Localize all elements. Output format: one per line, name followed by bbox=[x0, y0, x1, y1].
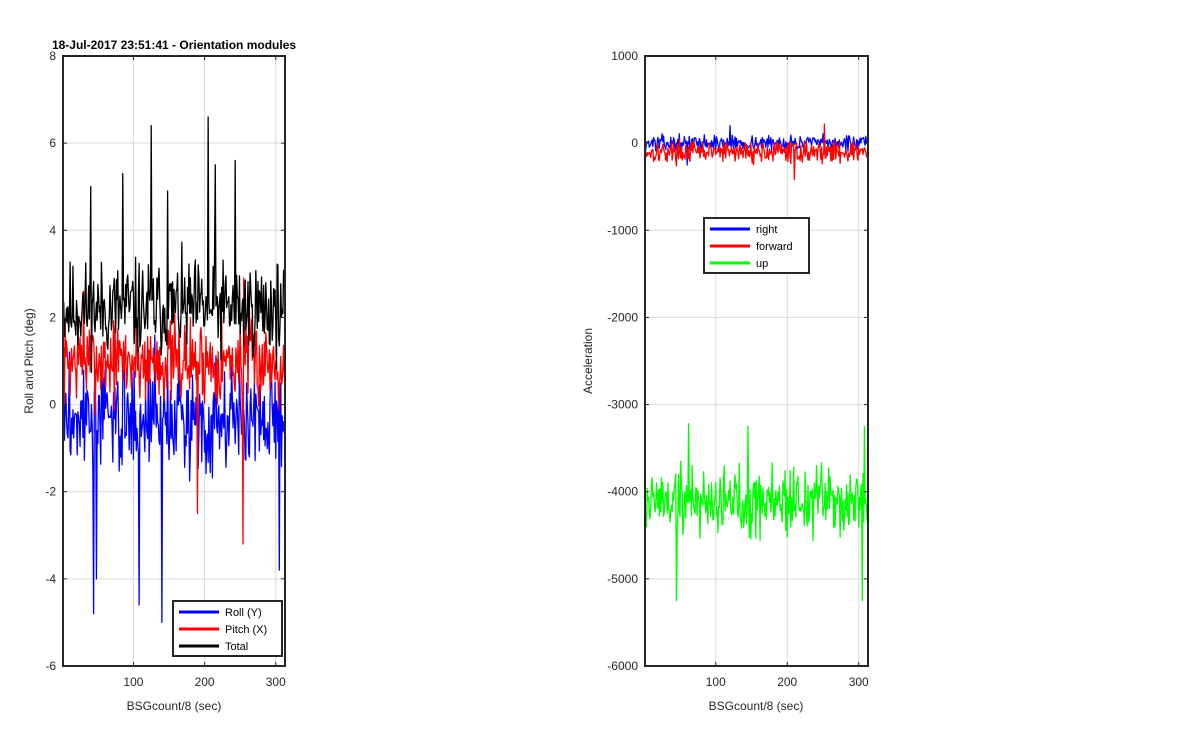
chart-title: 18-Jul-2017 23:51:41 - Orientation modul… bbox=[52, 38, 296, 52]
y-tick-label: -1000 bbox=[607, 223, 638, 237]
y-tick-label: -2000 bbox=[607, 310, 638, 324]
x-tick-label: 300 bbox=[849, 675, 869, 689]
y-tick-label: 2 bbox=[49, 310, 56, 324]
x-tick-label: 200 bbox=[195, 675, 215, 689]
y-axis-label: Acceleration bbox=[581, 328, 595, 394]
legend-label: right bbox=[756, 224, 777, 236]
series-line bbox=[62, 277, 286, 545]
legend-label: Total bbox=[225, 641, 248, 653]
y-tick-label: -4 bbox=[45, 572, 56, 586]
y-tick-label: 0 bbox=[49, 398, 56, 412]
legend: Roll (Y) Pitch (X) Total bbox=[172, 600, 283, 657]
axes-box bbox=[644, 55, 869, 667]
x-tick-label: 300 bbox=[266, 675, 286, 689]
axes-box bbox=[62, 55, 286, 667]
y-tick-label: -6 bbox=[45, 659, 56, 673]
legend-label: up bbox=[756, 258, 768, 270]
y-tick-label: 6 bbox=[49, 136, 56, 150]
y-tick-label: -3000 bbox=[607, 398, 638, 412]
x-tick-label: 200 bbox=[777, 675, 797, 689]
y-tick-label: 4 bbox=[49, 223, 56, 237]
y-axis-label: Roll and Pitch (deg) bbox=[22, 308, 36, 413]
series-line bbox=[644, 423, 869, 602]
legend: right forward up bbox=[703, 217, 810, 274]
series-line bbox=[644, 125, 869, 166]
plot-area: 100 200 300 -6 -4 -2 0 2 4 6 8 Roll (Y) Pitch (X) Tot… bbox=[45, 49, 286, 689]
legend-label: forward bbox=[756, 241, 793, 253]
x-tick-label: 100 bbox=[706, 675, 726, 689]
acceleration-chart: BSGcount/8 (sec) Acceleration 100 200 300 -… bbox=[581, 49, 869, 713]
x-axis-label: BSGcount/8 (sec) bbox=[709, 699, 804, 713]
y-tick-label: -6000 bbox=[607, 659, 638, 673]
plot-area: 100 200 300 -6000 -5000 -4000 -3000 -2000 -1000 0… bbox=[607, 49, 869, 689]
y-tick-label: -5000 bbox=[607, 572, 638, 586]
legend-label: Pitch (X) bbox=[225, 624, 267, 636]
y-tick-label: -2 bbox=[45, 485, 56, 499]
series-line bbox=[62, 334, 286, 624]
y-tick-label: 0 bbox=[631, 136, 638, 150]
series-line bbox=[62, 116, 286, 374]
legend-label: Roll (Y) bbox=[225, 607, 262, 619]
x-tick-label: 100 bbox=[123, 675, 143, 689]
orientation-chart: 18-Jul-2017 23:51:41 - Orientation modul… bbox=[22, 38, 296, 713]
series-line bbox=[644, 123, 869, 181]
y-tick-label: 8 bbox=[49, 49, 56, 63]
y-tick-label: -4000 bbox=[607, 485, 638, 499]
y-tick-label: 1000 bbox=[611, 49, 638, 63]
x-axis-label: BSGcount/8 (sec) bbox=[127, 699, 222, 713]
